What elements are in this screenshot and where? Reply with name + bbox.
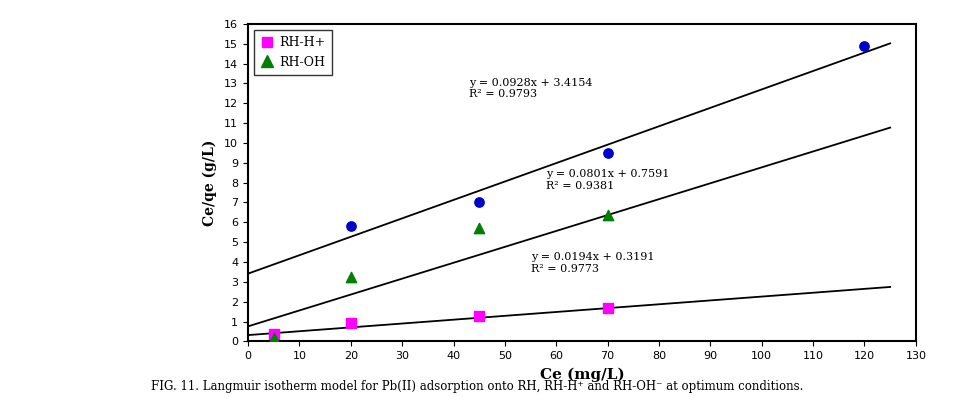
Text: y = 0.0928x + 3.4154
R² = 0.9793: y = 0.0928x + 3.4154 R² = 0.9793: [469, 78, 592, 99]
Point: [343, 223, 358, 229]
Text: FIG. 11. Langmuir isotherm model for Pb(II) adsorption onto RH, RH-H⁺ and RH-OH⁻: FIG. 11. Langmuir isotherm model for Pb(…: [151, 380, 802, 393]
Point: [343, 273, 358, 279]
Point: [471, 225, 486, 231]
Point: [471, 199, 486, 206]
Point: [856, 42, 871, 49]
Point: [471, 313, 486, 319]
X-axis label: Ce (mg/L): Ce (mg/L): [539, 368, 623, 382]
Point: [599, 305, 615, 312]
Y-axis label: Ce/qe (g/L): Ce/qe (g/L): [203, 139, 217, 226]
Text: y = 0.0194x + 0.3191
R² = 0.9773: y = 0.0194x + 0.3191 R² = 0.9773: [530, 252, 654, 274]
Point: [266, 331, 281, 337]
Point: [266, 335, 281, 341]
Point: [599, 212, 615, 218]
Point: [343, 320, 358, 326]
Text: y = 0.0801x + 0.7591
R² = 0.9381: y = 0.0801x + 0.7591 R² = 0.9381: [545, 169, 669, 191]
Legend: RH-H+, RH-OH: RH-H+, RH-OH: [254, 30, 332, 75]
Point: [599, 150, 615, 156]
